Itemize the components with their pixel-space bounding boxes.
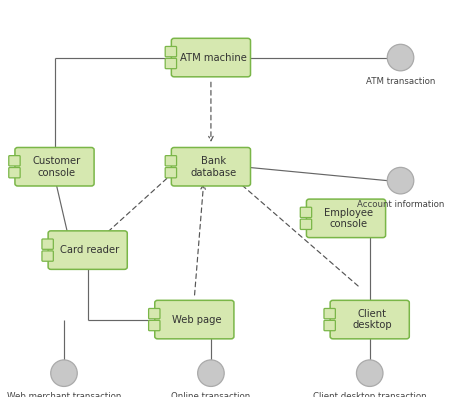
FancyBboxPatch shape [42,251,53,261]
FancyBboxPatch shape [324,320,336,331]
Text: ATM machine: ATM machine [180,52,247,63]
FancyBboxPatch shape [155,300,234,339]
FancyBboxPatch shape [330,300,410,339]
Text: ATM transaction: ATM transaction [366,77,435,86]
FancyBboxPatch shape [48,231,127,269]
FancyBboxPatch shape [165,58,176,69]
FancyBboxPatch shape [148,320,160,331]
FancyBboxPatch shape [306,199,385,237]
FancyBboxPatch shape [165,168,176,178]
FancyBboxPatch shape [42,239,53,249]
Ellipse shape [356,360,383,386]
FancyBboxPatch shape [165,46,176,57]
FancyBboxPatch shape [301,219,311,229]
Text: Online transaction: Online transaction [171,392,251,397]
FancyBboxPatch shape [172,148,250,186]
Text: Client
desktop: Client desktop [352,309,392,330]
FancyBboxPatch shape [148,308,160,319]
Text: Bank
database: Bank database [190,156,237,177]
Ellipse shape [387,44,414,71]
Text: Web merchant transaction: Web merchant transaction [7,392,121,397]
Text: Web page: Web page [172,314,221,325]
Text: Employee
console: Employee console [324,208,373,229]
Text: Account information: Account information [357,200,444,209]
FancyBboxPatch shape [9,168,20,178]
Text: Customer
console: Customer console [33,156,81,177]
FancyBboxPatch shape [15,148,94,186]
Text: Card reader: Card reader [61,245,119,255]
FancyBboxPatch shape [301,207,311,218]
FancyBboxPatch shape [172,39,250,77]
Ellipse shape [198,360,224,386]
Text: Client desktop transaction: Client desktop transaction [313,392,427,397]
Ellipse shape [387,168,414,194]
FancyBboxPatch shape [9,156,20,166]
FancyBboxPatch shape [324,308,336,319]
FancyBboxPatch shape [165,156,176,166]
Ellipse shape [51,360,77,386]
